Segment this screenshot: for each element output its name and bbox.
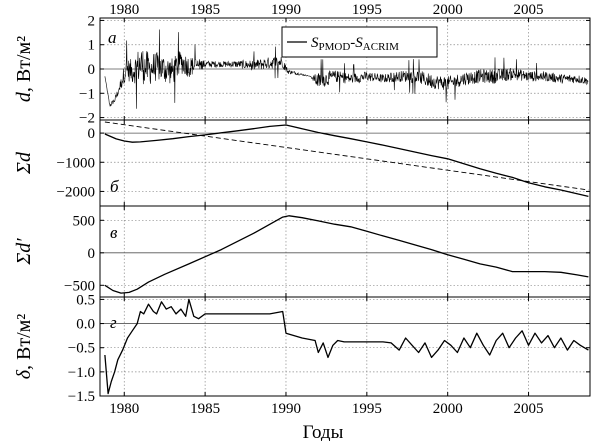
panel-letter-a: а bbox=[108, 28, 117, 47]
legend-s1: S bbox=[311, 35, 319, 51]
legend-label: SPMOD-SACRIM bbox=[311, 35, 399, 53]
xtick-label-top-1980: 1980 bbox=[109, 2, 139, 18]
series-c-0 bbox=[104, 215, 589, 294]
ylabel-b: Σd bbox=[13, 151, 35, 175]
legend-s2: -S bbox=[350, 35, 363, 51]
ytick-label-c-1: 0 bbox=[88, 246, 96, 262]
ytick-label-d-0: −1.5 bbox=[68, 389, 95, 405]
ytick-label-d-1: −1.0 bbox=[68, 365, 95, 381]
xtick-label-bottom-2000: 2000 bbox=[433, 401, 463, 417]
xtick-label-bottom-1990: 1990 bbox=[271, 401, 301, 417]
legend-sub1: PMOD bbox=[319, 41, 351, 53]
grid-layer bbox=[100, 18, 590, 397]
ytick-label-c-0: −500 bbox=[64, 278, 95, 294]
panel-letter-c: в bbox=[110, 223, 118, 242]
ylabel-symbol-a: d bbox=[13, 91, 35, 102]
ytick-label-d-2: −0.5 bbox=[68, 341, 95, 357]
ytick-label-a-4: 2 bbox=[88, 13, 96, 29]
xtick-label-bottom-1995: 1995 bbox=[352, 401, 382, 417]
ylabel-unit-a: , Вт/м² bbox=[13, 36, 35, 92]
ytick-label-b-1: −1000 bbox=[57, 155, 95, 171]
xtick-label-top-1990: 1990 bbox=[271, 2, 301, 18]
ytick-label-c-2: 500 bbox=[73, 213, 96, 229]
series-a-0 bbox=[104, 29, 589, 109]
xtick-label-top-1985: 1985 bbox=[190, 2, 220, 18]
series-b-1 bbox=[104, 121, 589, 191]
panel-frames bbox=[99, 17, 591, 397]
xtick-label-bottom-2005: 2005 bbox=[514, 401, 544, 417]
ylabel-d: δ, Вт/м² bbox=[13, 314, 35, 380]
xtick-label-bottom-1980: 1980 bbox=[109, 401, 139, 417]
ytick-label-b-2: 0 bbox=[88, 126, 96, 142]
panel-frame-c bbox=[99, 205, 591, 298]
ytick-label-b-0: −2000 bbox=[57, 184, 95, 200]
ytick-label-a-1: −1 bbox=[79, 86, 95, 102]
ylabel-symbol-c: Σd′ bbox=[13, 238, 35, 266]
tick-layer: −2 −1 0 1 2 −2000 −1000 0 −500 0 500 −1.5 −1.0 −0.5 0.… bbox=[57, 2, 590, 417]
ytick-label-a-3: 1 bbox=[88, 38, 96, 54]
ylabel-symbol-d: δ bbox=[13, 369, 35, 379]
xtick-label-top-2000: 2000 bbox=[433, 2, 463, 18]
legend-sub2: ACRIM bbox=[363, 41, 399, 53]
ytick-label-d-4: 0.5 bbox=[76, 292, 95, 308]
xtick-label-bottom-1985: 1985 bbox=[190, 401, 220, 417]
xtick-label-top-1995: 1995 bbox=[352, 2, 382, 18]
legend: SPMOD-SACRIM bbox=[281, 26, 438, 58]
ylabel-unit-d: , Вт/м² bbox=[13, 314, 35, 370]
series-b-0 bbox=[104, 124, 589, 198]
panel-letter-d: г bbox=[110, 313, 117, 332]
ytick-label-a-0: −2 bbox=[79, 111, 95, 127]
panel-letter-b: б bbox=[110, 177, 119, 196]
panel-frame-d bbox=[99, 296, 591, 397]
ylabel-symbol-b: Σd bbox=[13, 151, 35, 175]
x-axis-label: Годы bbox=[303, 422, 344, 441]
legend-box bbox=[281, 26, 438, 58]
series-d-0 bbox=[104, 298, 589, 395]
ylabel-a: d, Вт/м² bbox=[13, 36, 35, 102]
ylabel-c: Σd′ bbox=[13, 238, 35, 266]
ytick-label-a-2: 0 bbox=[88, 62, 96, 78]
series-layer bbox=[104, 29, 589, 395]
ytick-label-d-3: 0.0 bbox=[76, 317, 95, 333]
xtick-label-top-2005: 2005 bbox=[514, 2, 544, 18]
